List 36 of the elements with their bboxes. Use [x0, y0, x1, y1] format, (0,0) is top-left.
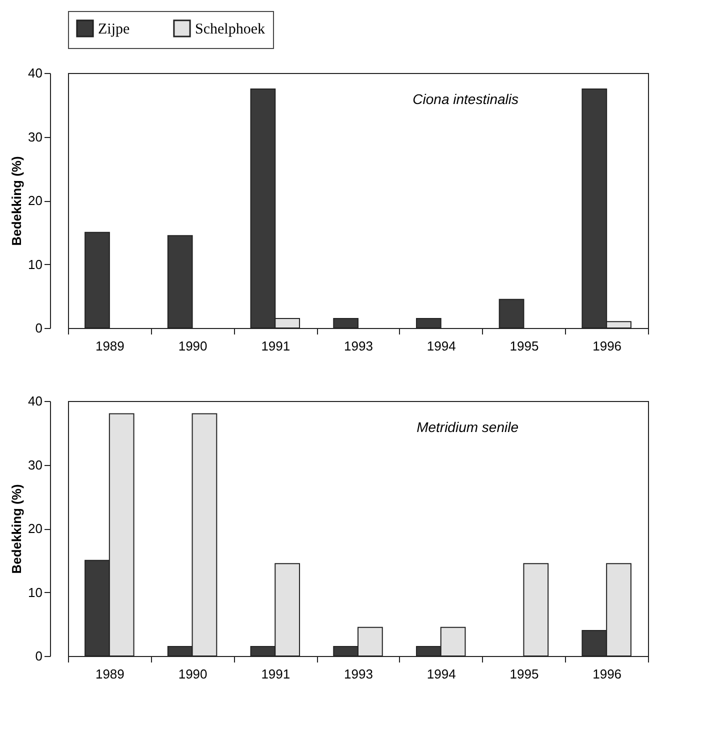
y-tick-label: 0	[35, 648, 42, 664]
x-tick-label: 1995	[510, 666, 539, 682]
x-tick-label: 1994	[426, 338, 456, 354]
legend-label: Zijpe	[98, 21, 130, 38]
bar	[523, 563, 549, 656]
y-tick-label: 0	[35, 320, 42, 336]
y-tick-label: 30	[28, 129, 42, 144]
y-tick-label: 10	[28, 584, 42, 600]
x-tick-label: 1996	[592, 338, 622, 354]
x-tick-label: 1990	[178, 338, 208, 354]
x-tick-label: 1995	[510, 338, 539, 354]
x-tick-label: 1991	[261, 338, 290, 354]
legend-label: Schelphoek	[195, 21, 266, 38]
text: Metridium senile	[416, 419, 519, 435]
x-tick-label: 1994	[426, 666, 456, 682]
y-axis-title: Bedekking (%)	[9, 484, 24, 574]
y-tick-label: 30	[28, 457, 42, 472]
x-tick-label: 1990	[178, 666, 208, 682]
x-tick-label: 1991	[261, 666, 290, 682]
y-tick-label: 40	[28, 394, 42, 408]
y-axis-title: Bedekking (%)	[9, 156, 24, 246]
bar	[167, 235, 193, 328]
bar	[498, 298, 524, 328]
y-tick-label: 20	[28, 521, 42, 536]
x-tick-label: 1993	[344, 666, 373, 682]
x-tick-label: 1996	[592, 666, 622, 682]
y-tick-label: 40	[28, 66, 42, 80]
bar	[416, 318, 442, 328]
y-tick-label: 10	[28, 256, 42, 272]
y-tick-label: 20	[28, 193, 42, 208]
bar	[84, 232, 110, 328]
x-tick-label: 1989	[95, 666, 124, 682]
x-tick-label: 1989	[95, 338, 124, 354]
bar	[333, 318, 358, 328]
text: Ciona intestinalis	[412, 91, 518, 107]
x-tick-label: 1993	[344, 338, 373, 354]
